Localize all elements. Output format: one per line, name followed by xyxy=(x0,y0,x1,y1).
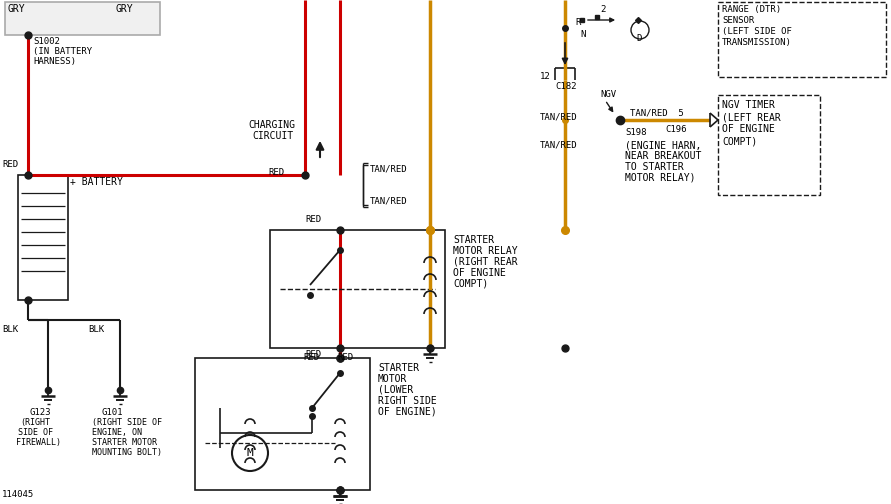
Text: ENGINE, ON: ENGINE, ON xyxy=(92,428,142,437)
Text: 2: 2 xyxy=(600,5,605,14)
Text: NEAR BREAKOUT: NEAR BREAKOUT xyxy=(625,151,701,161)
Text: SIDE OF: SIDE OF xyxy=(18,428,53,437)
Text: (RIGHT: (RIGHT xyxy=(20,418,50,427)
Text: CIRCUIT: CIRCUIT xyxy=(252,131,293,141)
Text: G101: G101 xyxy=(102,408,124,417)
Text: C196: C196 xyxy=(665,125,686,134)
Text: TAN/RED: TAN/RED xyxy=(370,165,407,174)
Text: (ENGINE HARN,: (ENGINE HARN, xyxy=(625,140,701,150)
Text: STARTER: STARTER xyxy=(453,235,495,245)
Text: TRANSMISSION): TRANSMISSION) xyxy=(722,38,792,47)
Text: (IN BATTERY: (IN BATTERY xyxy=(33,47,92,56)
Text: MOTOR: MOTOR xyxy=(378,374,407,384)
Text: GRY: GRY xyxy=(115,4,133,14)
Text: NGV: NGV xyxy=(600,90,616,99)
Bar xyxy=(270,230,445,348)
Text: RIGHT SIDE: RIGHT SIDE xyxy=(378,396,437,406)
Text: (RIGHT REAR: (RIGHT REAR xyxy=(453,257,518,267)
Text: 12: 12 xyxy=(540,72,551,81)
Text: OF ENGINE: OF ENGINE xyxy=(453,268,506,278)
Bar xyxy=(5,2,160,35)
Text: GRY: GRY xyxy=(8,4,26,14)
Text: MOUNTING BOLT): MOUNTING BOLT) xyxy=(92,448,162,457)
Text: STARTER: STARTER xyxy=(378,363,419,373)
Text: S1002: S1002 xyxy=(33,37,60,46)
Text: SENSOR: SENSOR xyxy=(722,16,755,25)
Text: TAN/RED: TAN/RED xyxy=(540,112,577,121)
Text: STARTER MOTOR: STARTER MOTOR xyxy=(92,438,157,447)
Text: (LOWER: (LOWER xyxy=(378,385,413,395)
Text: TAN/RED: TAN/RED xyxy=(370,196,407,205)
Text: RED: RED xyxy=(337,353,353,362)
Text: S198: S198 xyxy=(625,128,647,137)
Text: BLK: BLK xyxy=(2,325,18,334)
Text: G123: G123 xyxy=(30,408,52,417)
Text: RED: RED xyxy=(305,350,321,359)
Text: N: N xyxy=(580,30,585,39)
Text: (RIGHT SIDE OF: (RIGHT SIDE OF xyxy=(92,418,162,427)
Text: RANGE (DTR): RANGE (DTR) xyxy=(722,5,781,14)
Text: BLK: BLK xyxy=(88,325,104,334)
Text: D: D xyxy=(636,34,642,43)
Bar xyxy=(718,95,820,195)
Text: RED: RED xyxy=(268,168,284,177)
Text: COMPT): COMPT) xyxy=(453,279,488,289)
Text: FIREWALL): FIREWALL) xyxy=(16,438,61,447)
Text: RED: RED xyxy=(303,353,319,362)
Text: 114045: 114045 xyxy=(2,490,34,499)
Text: M: M xyxy=(247,448,253,458)
Text: + BATTERY: + BATTERY xyxy=(70,177,123,187)
Text: COMPT): COMPT) xyxy=(722,136,757,146)
Text: RED: RED xyxy=(305,215,321,224)
Text: TAN/RED  5: TAN/RED 5 xyxy=(630,108,683,117)
Text: (LEFT REAR: (LEFT REAR xyxy=(722,112,781,122)
Text: OF ENGINE): OF ENGINE) xyxy=(378,407,437,417)
Text: MOTOR RELAY): MOTOR RELAY) xyxy=(625,173,696,183)
Text: RED: RED xyxy=(2,160,18,169)
Text: MOTOR RELAY: MOTOR RELAY xyxy=(453,246,518,256)
Bar xyxy=(718,2,886,77)
Text: TAN/RED: TAN/RED xyxy=(540,140,577,149)
Text: NGV TIMER: NGV TIMER xyxy=(722,100,775,110)
Text: TO STARTER: TO STARTER xyxy=(625,162,683,172)
Text: CHARGING: CHARGING xyxy=(248,120,295,130)
Text: C182: C182 xyxy=(555,82,576,91)
Bar xyxy=(18,175,68,300)
Text: HARNESS): HARNESS) xyxy=(33,57,76,66)
Text: R: R xyxy=(575,18,580,27)
Bar xyxy=(195,358,370,490)
Text: (LEFT SIDE OF: (LEFT SIDE OF xyxy=(722,27,792,36)
Text: OF ENGINE: OF ENGINE xyxy=(722,124,775,134)
